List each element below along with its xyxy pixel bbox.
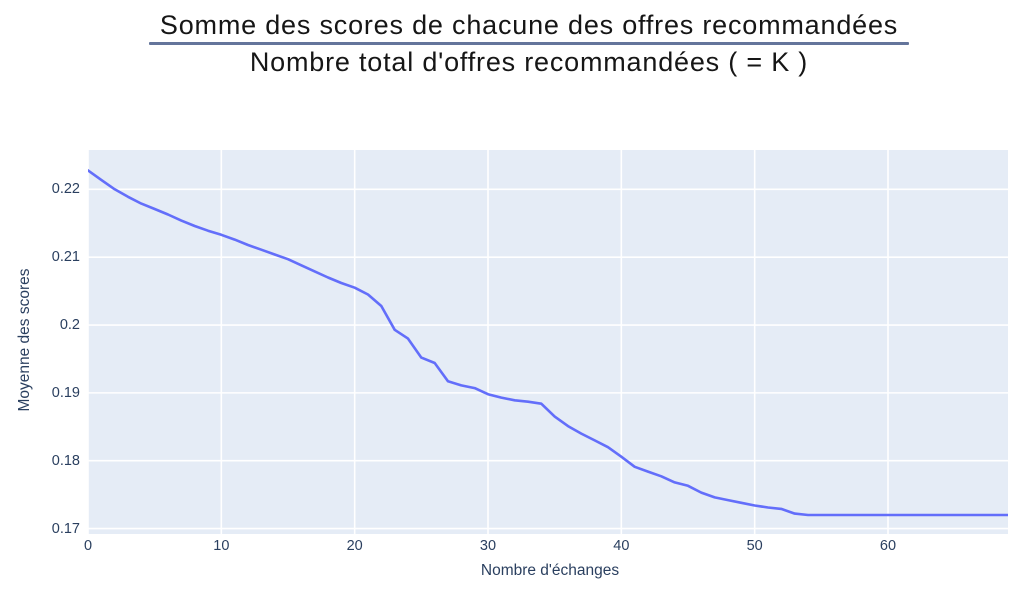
y-tick-label: 0.2 <box>59 317 80 334</box>
line-chart-svg <box>88 150 1008 534</box>
title-denominator: Nombre total d'offres recommandées ( = K… <box>249 47 809 77</box>
x-tick-label: 30 <box>479 538 497 554</box>
line-series <box>88 169 1008 517</box>
fraction-bar <box>149 42 909 45</box>
y-tick-label: 0.18 <box>51 452 80 469</box>
plot-area <box>88 150 1008 534</box>
x-tick-label: 50 <box>746 538 763 554</box>
x-tick-label: 40 <box>613 538 630 554</box>
y-tick-label: 0.17 <box>51 520 80 537</box>
y-tick-label: 0.19 <box>51 384 80 401</box>
x-tick-label: 10 <box>213 538 230 554</box>
x-tick-label: 0 <box>83 538 93 554</box>
y-tick-label: 0.21 <box>51 249 80 266</box>
x-axis-title: Nombre d'échanges <box>480 562 620 579</box>
x-tick-label: 20 <box>346 538 363 554</box>
x-tick-label: 60 <box>879 538 897 554</box>
y-tick-label: 0.22 <box>51 181 80 198</box>
title-numerator: Somme des scores de chacune des offres r… <box>159 10 899 40</box>
y-axis-title: Moyenne des scores <box>16 268 33 412</box>
chart-title: Somme des scores de chacune des offres r… <box>149 10 909 78</box>
